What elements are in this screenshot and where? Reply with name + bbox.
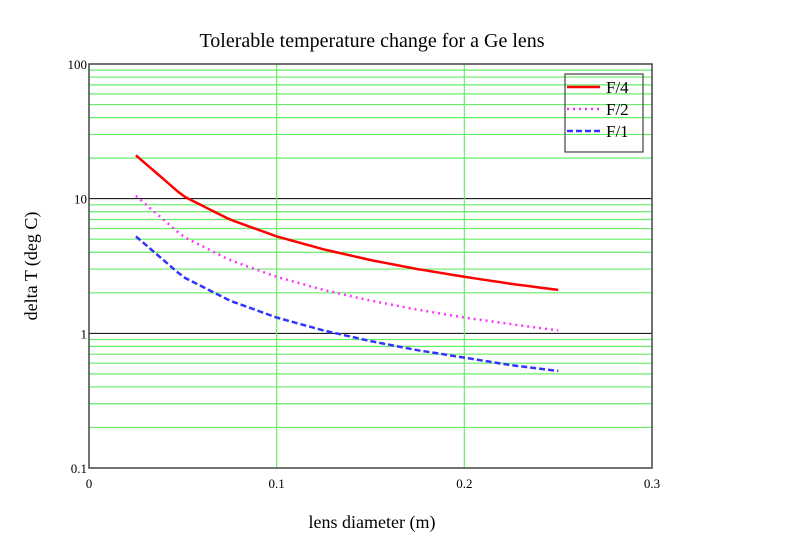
chart-title: Tolerable temperature change for a Ge le… <box>199 30 544 52</box>
x-tick-label: 0 <box>86 476 93 491</box>
legend-label: F/2 <box>606 100 629 119</box>
series-line-f-4 <box>135 154 559 292</box>
x-axis-label: lens diameter (m) <box>309 512 436 533</box>
series-line-f-1 <box>135 235 559 373</box>
series-line-f-2 <box>135 194 559 332</box>
x-tick-label: 0.1 <box>269 476 285 491</box>
x-tick-label: 0.2 <box>456 476 472 491</box>
legend-box <box>564 73 644 153</box>
legend-label: F/4 <box>606 78 629 97</box>
y-tick-label: 1 <box>81 326 88 341</box>
legend: F/4 F/2 F/1 <box>564 73 644 153</box>
y-tick-label: 100 <box>68 57 88 72</box>
y-axis-label: delta T (deg C) <box>21 212 42 321</box>
legend-label: F/1 <box>606 122 629 141</box>
x-tick-label: 0.3 <box>644 476 660 491</box>
plot-frame <box>88 63 653 469</box>
y-tick-label: 0.1 <box>71 461 87 476</box>
y-tick-label: 10 <box>74 192 87 207</box>
